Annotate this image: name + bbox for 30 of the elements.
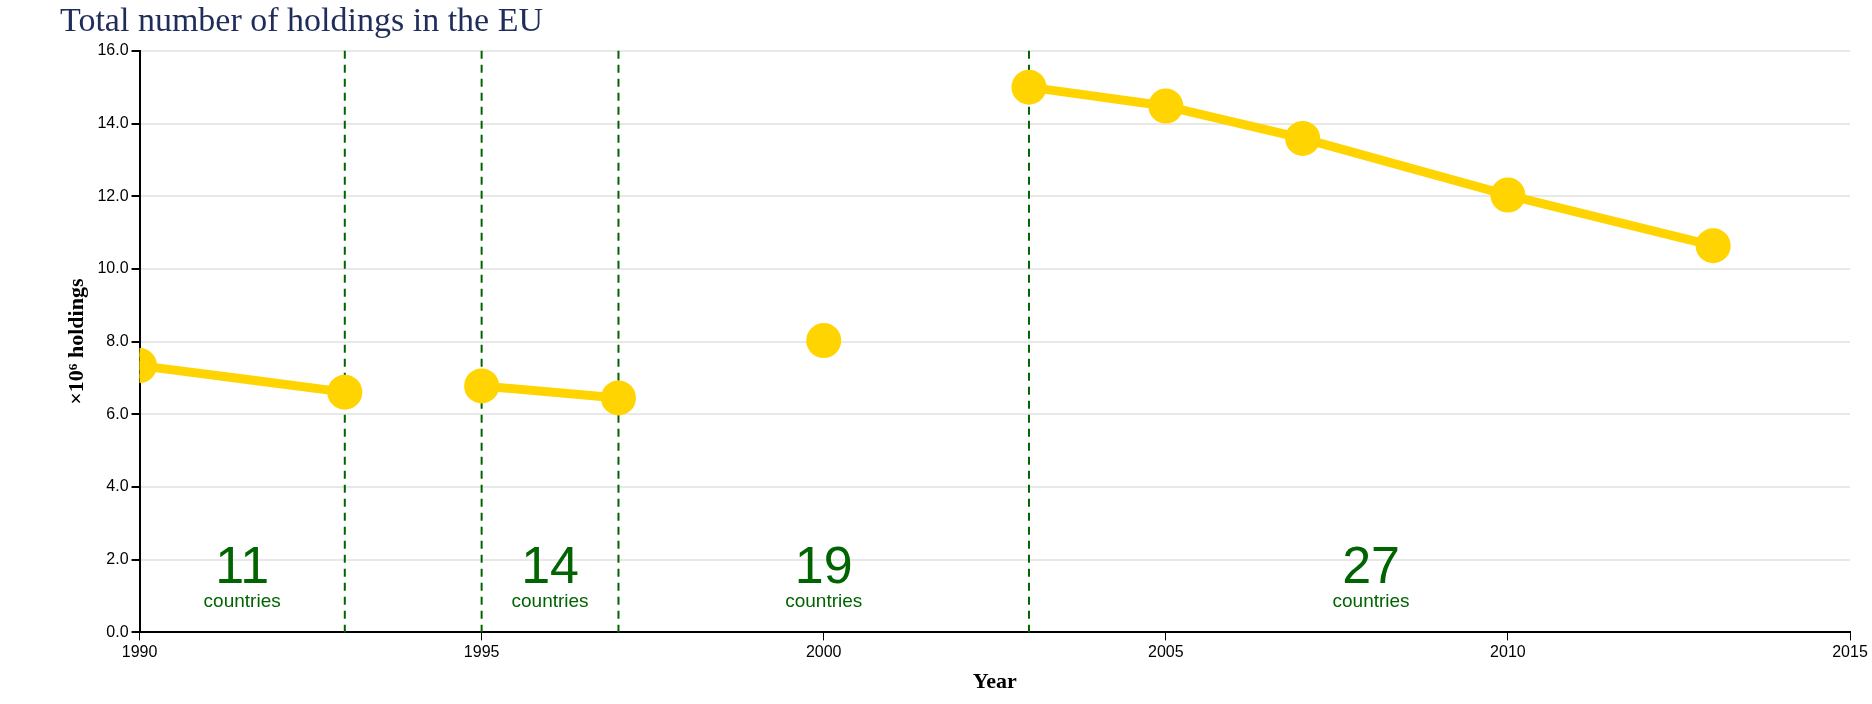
- point: [1148, 88, 1184, 124]
- point: [1490, 177, 1526, 213]
- chart-title: Total number of holdings in the EU: [60, 1, 543, 39]
- point: [600, 380, 636, 416]
- annotation: 19 countries: [785, 536, 863, 612]
- x-tick-label: 2015: [1832, 643, 1868, 661]
- x-tick-label: 1990: [121, 643, 158, 661]
- y-tick-label: 10.0: [97, 259, 129, 277]
- annotation: 27 countries: [1332, 536, 1410, 612]
- annotation: 11 countries: [203, 536, 281, 612]
- point: [1285, 120, 1321, 156]
- x-tick-label: 1995: [463, 643, 500, 661]
- y-tick-label: 0.0: [106, 622, 129, 640]
- annotation: 14 countries: [511, 536, 589, 612]
- y-tick-label: 16.0: [97, 41, 129, 59]
- y-axis-title: ×10⁶ holdings: [62, 278, 88, 405]
- x-axis-title: Year: [972, 668, 1017, 694]
- y-tick-label: 8.0: [106, 332, 129, 350]
- point: [1011, 69, 1047, 105]
- point: [1695, 228, 1731, 264]
- y-tick-label: 4.0: [106, 477, 129, 495]
- x-tick-label: 2010: [1490, 643, 1526, 661]
- y-tick-label: 6.0: [106, 404, 129, 422]
- point: [806, 323, 842, 359]
- x-tick-label: 2005: [1148, 643, 1184, 661]
- x-tick-label: 2000: [805, 643, 842, 661]
- point: [464, 368, 500, 404]
- y-tick-label: 12.0: [97, 186, 129, 204]
- y-tick-label: 2.0: [106, 550, 129, 568]
- y-tick-label: 14.0: [97, 113, 129, 131]
